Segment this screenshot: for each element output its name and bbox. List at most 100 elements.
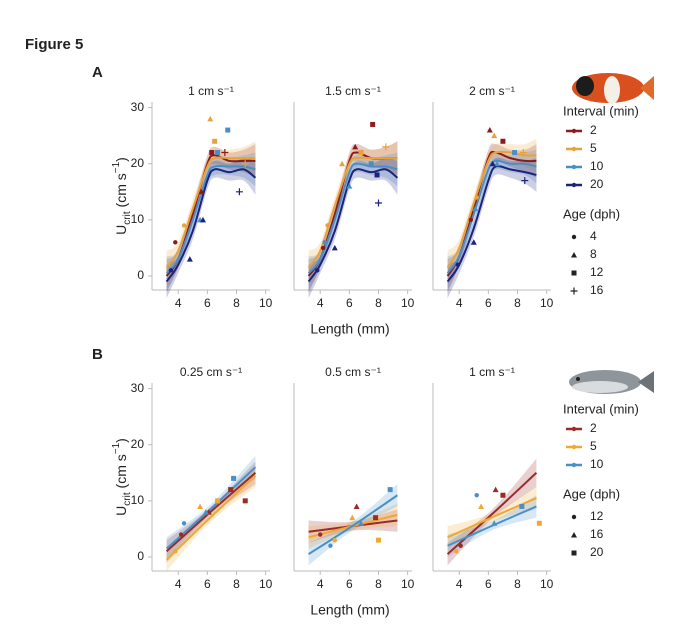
legend-symbol <box>571 252 577 258</box>
point <box>209 150 215 156</box>
legend-label: 4 <box>590 229 597 243</box>
point <box>212 138 218 144</box>
point <box>536 520 542 526</box>
legend-title: Age (dph) <box>563 206 620 221</box>
point <box>454 549 459 554</box>
point <box>382 143 390 151</box>
y-axis-label-part: −1 <box>111 442 122 454</box>
facet-title: 0.5 cm s⁻¹ <box>325 365 381 379</box>
point <box>358 520 365 526</box>
point <box>370 121 376 127</box>
point <box>173 549 178 554</box>
x-tick-label: 4 <box>456 577 463 591</box>
point <box>339 160 346 167</box>
point <box>322 240 327 245</box>
x-axis-label: Length (mm) <box>310 602 389 618</box>
fit-line <box>165 168 257 283</box>
point <box>472 205 479 212</box>
fit-line <box>165 474 257 561</box>
figure-title: Figure 5 <box>25 36 83 53</box>
fit-line <box>307 162 398 274</box>
fit-line <box>446 472 538 555</box>
point <box>235 188 243 196</box>
point <box>353 503 360 509</box>
y-tick-label: 20 <box>131 156 145 170</box>
y-axis-label-part: U <box>113 506 129 516</box>
legend-label: 10 <box>590 457 604 471</box>
legend-symbol <box>571 270 577 276</box>
legend-label: 16 <box>590 527 604 541</box>
x-tick-label: 8 <box>375 296 382 310</box>
legend-label: 12 <box>590 509 604 523</box>
facet-title: 1.5 cm s⁻¹ <box>325 84 381 98</box>
confidence-band <box>166 158 256 299</box>
legend-symbol <box>571 514 577 520</box>
y-axis-label-part: crit <box>122 492 133 506</box>
legend-label: 2 <box>590 421 597 435</box>
point <box>325 223 330 228</box>
legend-swatch <box>571 462 577 468</box>
point <box>221 149 229 157</box>
point <box>181 521 187 526</box>
legend-swatch <box>571 444 577 450</box>
legend-label: 20 <box>590 545 604 559</box>
legend-title: Interval (min) <box>563 103 639 118</box>
y-tick-label: 30 <box>131 100 145 114</box>
legend-swatch <box>571 146 577 152</box>
y-axis-label-part: (cm s <box>113 454 129 492</box>
x-tick-label: 6 <box>485 577 492 591</box>
x-tick-label: 8 <box>514 296 521 310</box>
point <box>486 127 493 133</box>
point <box>519 503 525 509</box>
legend-swatch <box>571 182 577 188</box>
x-tick-label: 8 <box>233 296 240 310</box>
confidence-band <box>308 158 398 299</box>
panel-label: B <box>92 346 103 363</box>
point <box>491 132 498 139</box>
point <box>494 160 501 167</box>
point <box>320 245 326 251</box>
panel-label: A <box>92 64 103 81</box>
point <box>352 143 359 150</box>
x-tick-label: 6 <box>346 577 353 591</box>
x-tick-label: 10 <box>540 296 554 310</box>
point <box>215 498 221 504</box>
x-axis-label: Length (mm) <box>310 321 389 337</box>
point <box>519 149 527 157</box>
legend-label: 8 <box>590 247 597 261</box>
point <box>368 161 374 167</box>
legend-label: 20 <box>590 177 604 191</box>
y-tick-label: 0 <box>137 268 144 282</box>
fish-icon <box>572 73 654 104</box>
y-tick-label: 20 <box>131 437 145 451</box>
confidence-band <box>447 143 537 293</box>
facet-title: 1 cm s⁻¹ <box>188 84 234 98</box>
legend-swatch <box>571 128 577 134</box>
legend-symbol <box>571 532 577 538</box>
point <box>331 244 338 251</box>
x-tick-label: 4 <box>175 296 182 310</box>
y-tick-label: 10 <box>131 212 145 226</box>
point <box>231 475 237 481</box>
fit-line <box>165 466 257 550</box>
legend-symbol <box>570 287 578 295</box>
point <box>474 195 479 200</box>
point <box>328 543 333 548</box>
x-tick-label: 8 <box>514 577 521 591</box>
point <box>241 160 249 168</box>
x-tick-label: 10 <box>259 577 273 591</box>
point <box>315 268 320 273</box>
x-tick-label: 6 <box>485 296 492 310</box>
y-axis-label-part: ) <box>113 157 129 162</box>
facet-title: 2 cm s⁻¹ <box>469 84 515 98</box>
point <box>346 183 353 189</box>
point <box>181 223 187 228</box>
fit-line <box>308 494 398 556</box>
point <box>474 493 479 498</box>
point <box>489 160 496 167</box>
point <box>225 127 231 133</box>
legend-symbol <box>571 234 577 240</box>
facet-title: 1 cm s⁻¹ <box>469 365 515 379</box>
confidence-band <box>308 141 398 285</box>
